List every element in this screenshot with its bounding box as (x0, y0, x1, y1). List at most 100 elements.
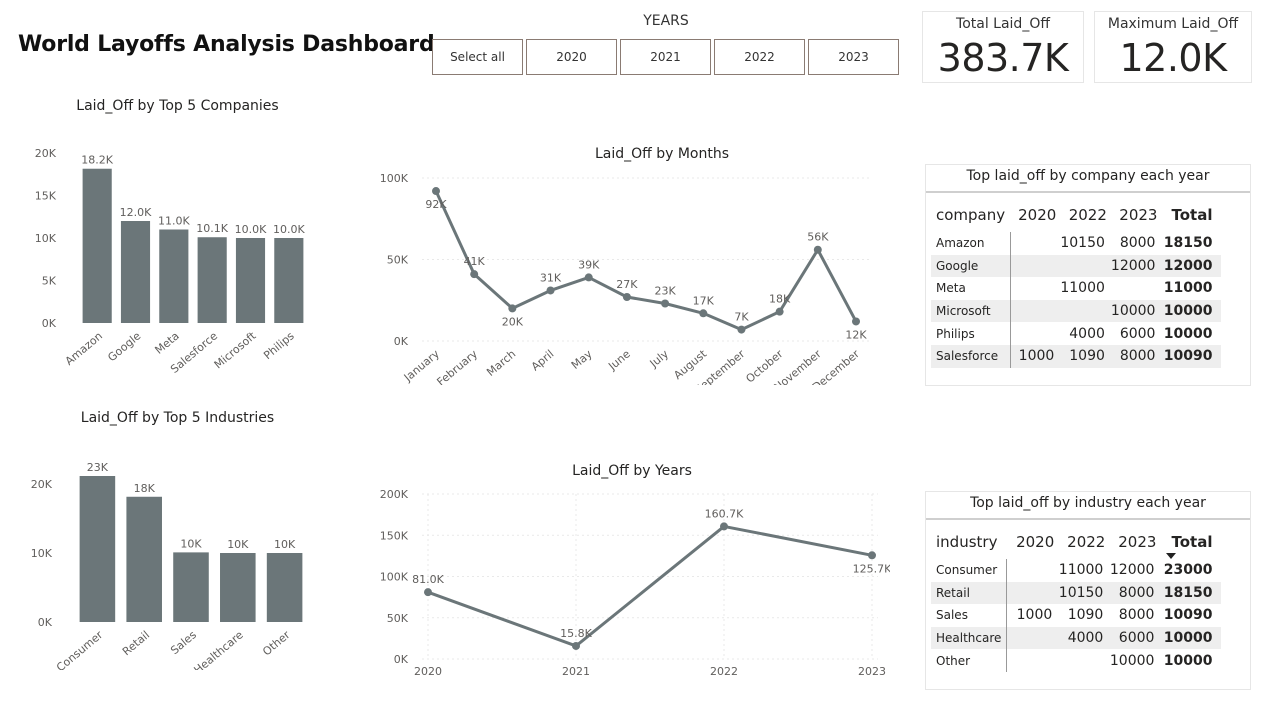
col-header-2020[interactable]: 2020 (1018, 206, 1057, 224)
slicer-option-select-all[interactable]: Select all (432, 39, 523, 75)
row-label: Retail (931, 581, 1008, 605)
table-cell: 8000 (1105, 581, 1157, 605)
data-label: 10.0K (235, 223, 267, 236)
table-header-row: industry 2020 2022 2023 Total (931, 525, 1221, 559)
data-point[interactable] (868, 551, 876, 560)
table-row[interactable]: Sales 1000 1090 8000 10090 (931, 604, 1221, 627)
col-header-2023[interactable]: 2023 (1118, 533, 1157, 551)
data-point[interactable] (720, 522, 728, 531)
bar[interactable] (173, 552, 209, 622)
table-row[interactable]: Microsoft 10000 10000 (931, 299, 1221, 323)
x-tick-label: 2023 (858, 665, 886, 678)
data-label: 31K (540, 271, 562, 284)
bar[interactable] (220, 553, 256, 622)
data-label: 23K (654, 285, 676, 298)
col-header-total[interactable]: Total (1171, 206, 1213, 224)
data-point[interactable] (813, 245, 822, 254)
table-cell (1010, 322, 1056, 345)
col-header-2022[interactable]: 2022 (1068, 206, 1107, 224)
x-tick-label: Microsoft (212, 329, 259, 372)
row-total: 10000 (1156, 626, 1221, 650)
data-point[interactable] (699, 309, 708, 318)
bar[interactable] (120, 221, 151, 323)
bar[interactable] (159, 229, 189, 324)
bar[interactable] (274, 238, 304, 323)
data-point[interactable] (584, 273, 593, 282)
data-point[interactable] (622, 292, 631, 301)
table-cell: 6000 (1105, 626, 1157, 650)
bar[interactable] (126, 496, 162, 622)
industries-chart-title: Laid_Off by Top 5 Industries (80, 410, 275, 426)
bar[interactable] (79, 476, 116, 622)
data-point[interactable] (661, 299, 670, 308)
data-label: 27K (616, 278, 638, 291)
table-cell: 6000 (1119, 325, 1156, 342)
data-point[interactable] (572, 641, 580, 650)
companies-bar-chart: 0K 5K 10K 15K 20K 18.2K Amazon 12.0K Google 11.0K… (35, 147, 306, 376)
data-point[interactable] (424, 588, 432, 597)
x-tick-label: May (569, 347, 595, 372)
y-tick-label: 100K (380, 172, 409, 185)
row-total: 10090 (1157, 344, 1221, 368)
table-row[interactable]: Amazon 10150 8000 18150 (931, 232, 1221, 255)
slicer-option-2020[interactable]: 2020 (526, 39, 617, 75)
sort-descending-icon[interactable] (1166, 553, 1176, 559)
data-label: 10K (274, 538, 296, 551)
table-row[interactable]: Other 10000 10000 (931, 649, 1221, 672)
x-tick-label: Meta (152, 329, 181, 357)
col-header-2022[interactable]: 2022 (1067, 533, 1106, 551)
data-point[interactable] (737, 325, 746, 334)
industries-bar-chart: 0K 10K 20K 23K Consumer 18K Retail 10K Sales 10K H… (31, 461, 303, 670)
company-table: Top laid_off by company each year compan… (925, 164, 1251, 386)
table-row[interactable]: Google 12000 12000 (931, 254, 1221, 278)
y-tick-label: 0K (394, 653, 409, 666)
x-tick-label: 2021 (562, 665, 590, 678)
months-chart-title: Laid_Off by Months (594, 146, 730, 162)
bar[interactable] (266, 553, 303, 622)
companies-chart-title: Laid_Off by Top 5 Companies (76, 98, 279, 114)
data-label: 7K (734, 311, 749, 324)
table-row[interactable]: Philips 4000 6000 10000 (931, 322, 1221, 345)
table-row[interactable]: Retail 10150 8000 18150 (931, 581, 1221, 605)
data-point[interactable] (546, 286, 555, 295)
row-total: 10000 (1157, 299, 1221, 323)
table-row[interactable]: Consumer 11000 12000 23000 (931, 559, 1221, 582)
slicer-option-2023[interactable]: 2023 (808, 39, 899, 75)
table-row[interactable]: Healthcare 4000 6000 10000 (931, 626, 1221, 650)
table-cell: 8000 (1118, 607, 1155, 624)
y-tick-label: 0K (38, 616, 53, 629)
bar[interactable] (82, 168, 112, 323)
card-value: 12.0K (1119, 36, 1227, 80)
card-value: 383.7K (937, 36, 1069, 80)
row-label: Microsoft (931, 299, 1011, 323)
table-row[interactable]: Salesforce 1000 1090 8000 10090 (931, 344, 1221, 368)
data-point[interactable] (508, 304, 517, 313)
row-label: Healthcare (931, 626, 1008, 650)
data-point[interactable] (470, 270, 479, 279)
x-tick-label: 2020 (414, 665, 442, 678)
table-cell: 12000 (1106, 254, 1158, 278)
bar[interactable] (235, 238, 266, 323)
slicer-option-2021[interactable]: 2021 (620, 39, 711, 75)
data-point[interactable] (432, 187, 440, 196)
x-tick-label: 2022 (710, 665, 738, 678)
slicer-option-2022[interactable]: 2022 (714, 39, 805, 75)
col-header-industry[interactable]: industry (936, 533, 998, 551)
col-header-2020[interactable]: 2020 (1016, 533, 1055, 551)
x-tick-label: Healthcare (191, 628, 245, 670)
data-label: 125.7K (853, 562, 890, 575)
col-header-total[interactable]: Total (1171, 533, 1213, 551)
data-label: 10.1K (196, 222, 228, 235)
col-header-company[interactable]: company (936, 206, 1006, 224)
row-total: 12000 (1157, 254, 1221, 278)
table-cell: 8000 (1106, 344, 1158, 368)
table-row[interactable]: Meta 11000 11000 (931, 277, 1221, 300)
card-title: Maximum Laid_Off (1107, 16, 1239, 32)
col-header-2023[interactable]: 2023 (1119, 206, 1158, 224)
years-slicer-title: YEARS (643, 13, 689, 29)
maximum-laid-off-card: Maximum Laid_Off 12.0K (1094, 11, 1252, 83)
data-point[interactable] (852, 317, 860, 326)
bar[interactable] (197, 237, 227, 323)
data-point[interactable] (775, 307, 784, 316)
data-label: 18.2K (81, 154, 113, 167)
